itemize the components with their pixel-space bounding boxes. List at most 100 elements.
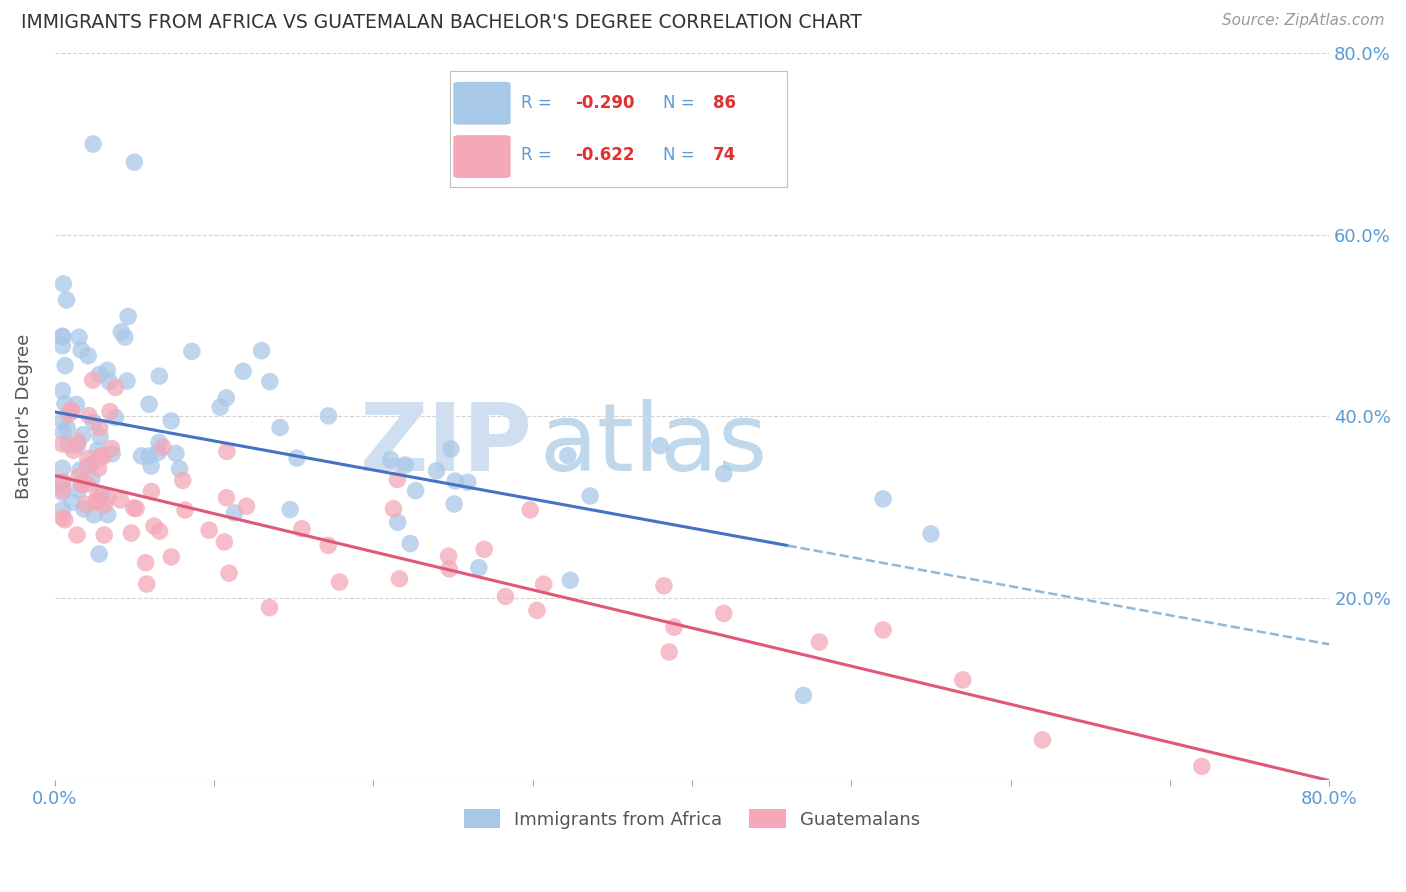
Point xyxy=(124,155,146,169)
Point xyxy=(382,501,405,516)
Legend: Immigrants from Africa, Guatemalans: Immigrants from Africa, Guatemalans xyxy=(457,802,928,836)
Point xyxy=(1191,759,1213,773)
Point xyxy=(872,623,894,637)
Point xyxy=(443,497,465,511)
Point xyxy=(808,635,831,649)
Text: 74: 74 xyxy=(713,146,737,164)
Point xyxy=(115,374,138,388)
Point xyxy=(713,467,735,481)
Point xyxy=(89,429,111,443)
Point xyxy=(160,414,183,428)
Point xyxy=(269,420,291,434)
Point xyxy=(291,522,314,536)
Point xyxy=(76,459,98,474)
Point xyxy=(72,428,94,442)
Point xyxy=(62,495,84,509)
Point xyxy=(60,404,83,418)
Point xyxy=(328,575,350,590)
Point xyxy=(792,689,814,703)
Point xyxy=(98,404,121,418)
Point xyxy=(259,375,281,389)
Point xyxy=(52,277,75,291)
Point xyxy=(224,506,246,520)
Point xyxy=(67,330,90,344)
Point xyxy=(557,449,579,463)
Point xyxy=(1031,732,1053,747)
Point xyxy=(180,344,202,359)
FancyBboxPatch shape xyxy=(453,82,510,125)
Point xyxy=(77,349,100,363)
Point xyxy=(93,498,115,512)
Point xyxy=(579,489,602,503)
Point xyxy=(51,485,73,500)
Point xyxy=(457,475,479,490)
Point xyxy=(165,446,187,460)
Point xyxy=(51,329,73,343)
Point xyxy=(80,458,103,472)
Point xyxy=(160,549,183,564)
Point xyxy=(387,473,409,487)
Text: IMMIGRANTS FROM AFRICA VS GUATEMALAN BACHELOR'S DEGREE CORRELATION CHART: IMMIGRANTS FROM AFRICA VS GUATEMALAN BAC… xyxy=(21,13,862,32)
Point xyxy=(135,556,157,570)
Point xyxy=(139,458,162,473)
Point xyxy=(439,562,461,576)
Point xyxy=(174,503,197,517)
Point xyxy=(59,403,82,417)
Text: Source: ZipAtlas.com: Source: ZipAtlas.com xyxy=(1222,13,1385,29)
Point xyxy=(405,483,427,498)
Point xyxy=(97,508,120,522)
Point xyxy=(80,471,103,485)
Point xyxy=(114,330,136,344)
Point xyxy=(250,343,273,358)
Point xyxy=(495,590,517,604)
Point xyxy=(235,500,257,514)
Point xyxy=(380,452,402,467)
Text: -0.622: -0.622 xyxy=(575,146,634,164)
Point xyxy=(472,542,495,557)
Point xyxy=(66,437,89,451)
Point xyxy=(62,443,84,458)
Point xyxy=(648,439,671,453)
Point xyxy=(82,373,104,387)
Point xyxy=(209,400,232,414)
Point xyxy=(214,535,236,549)
Point xyxy=(89,368,111,382)
Point xyxy=(55,293,77,307)
Point xyxy=(70,343,93,357)
Point xyxy=(652,579,675,593)
Point xyxy=(399,536,422,550)
Point xyxy=(82,136,104,151)
Point xyxy=(169,461,191,475)
Text: ZIP: ZIP xyxy=(360,400,533,491)
Point xyxy=(51,339,73,353)
Point xyxy=(51,502,73,516)
Point xyxy=(259,600,281,615)
Point xyxy=(77,451,100,466)
Point xyxy=(53,396,76,410)
Point xyxy=(91,450,114,464)
Point xyxy=(75,497,97,511)
Point xyxy=(316,538,339,552)
Point xyxy=(232,364,254,378)
Point xyxy=(51,384,73,398)
Point xyxy=(110,492,132,507)
Point xyxy=(83,508,105,522)
Point xyxy=(131,449,153,463)
Point xyxy=(388,572,411,586)
Point xyxy=(82,415,104,429)
Point xyxy=(425,464,447,478)
Point xyxy=(148,524,170,538)
Point xyxy=(87,461,110,475)
Point xyxy=(77,409,100,423)
Point xyxy=(713,607,735,621)
Point xyxy=(920,527,942,541)
Point xyxy=(53,359,76,373)
Text: N =: N = xyxy=(662,146,699,164)
Point xyxy=(437,549,460,563)
Point xyxy=(91,488,114,502)
Point xyxy=(125,501,148,516)
Text: -0.290: -0.290 xyxy=(575,95,634,112)
Point xyxy=(952,673,974,687)
Point xyxy=(73,502,96,516)
Point xyxy=(100,442,122,456)
